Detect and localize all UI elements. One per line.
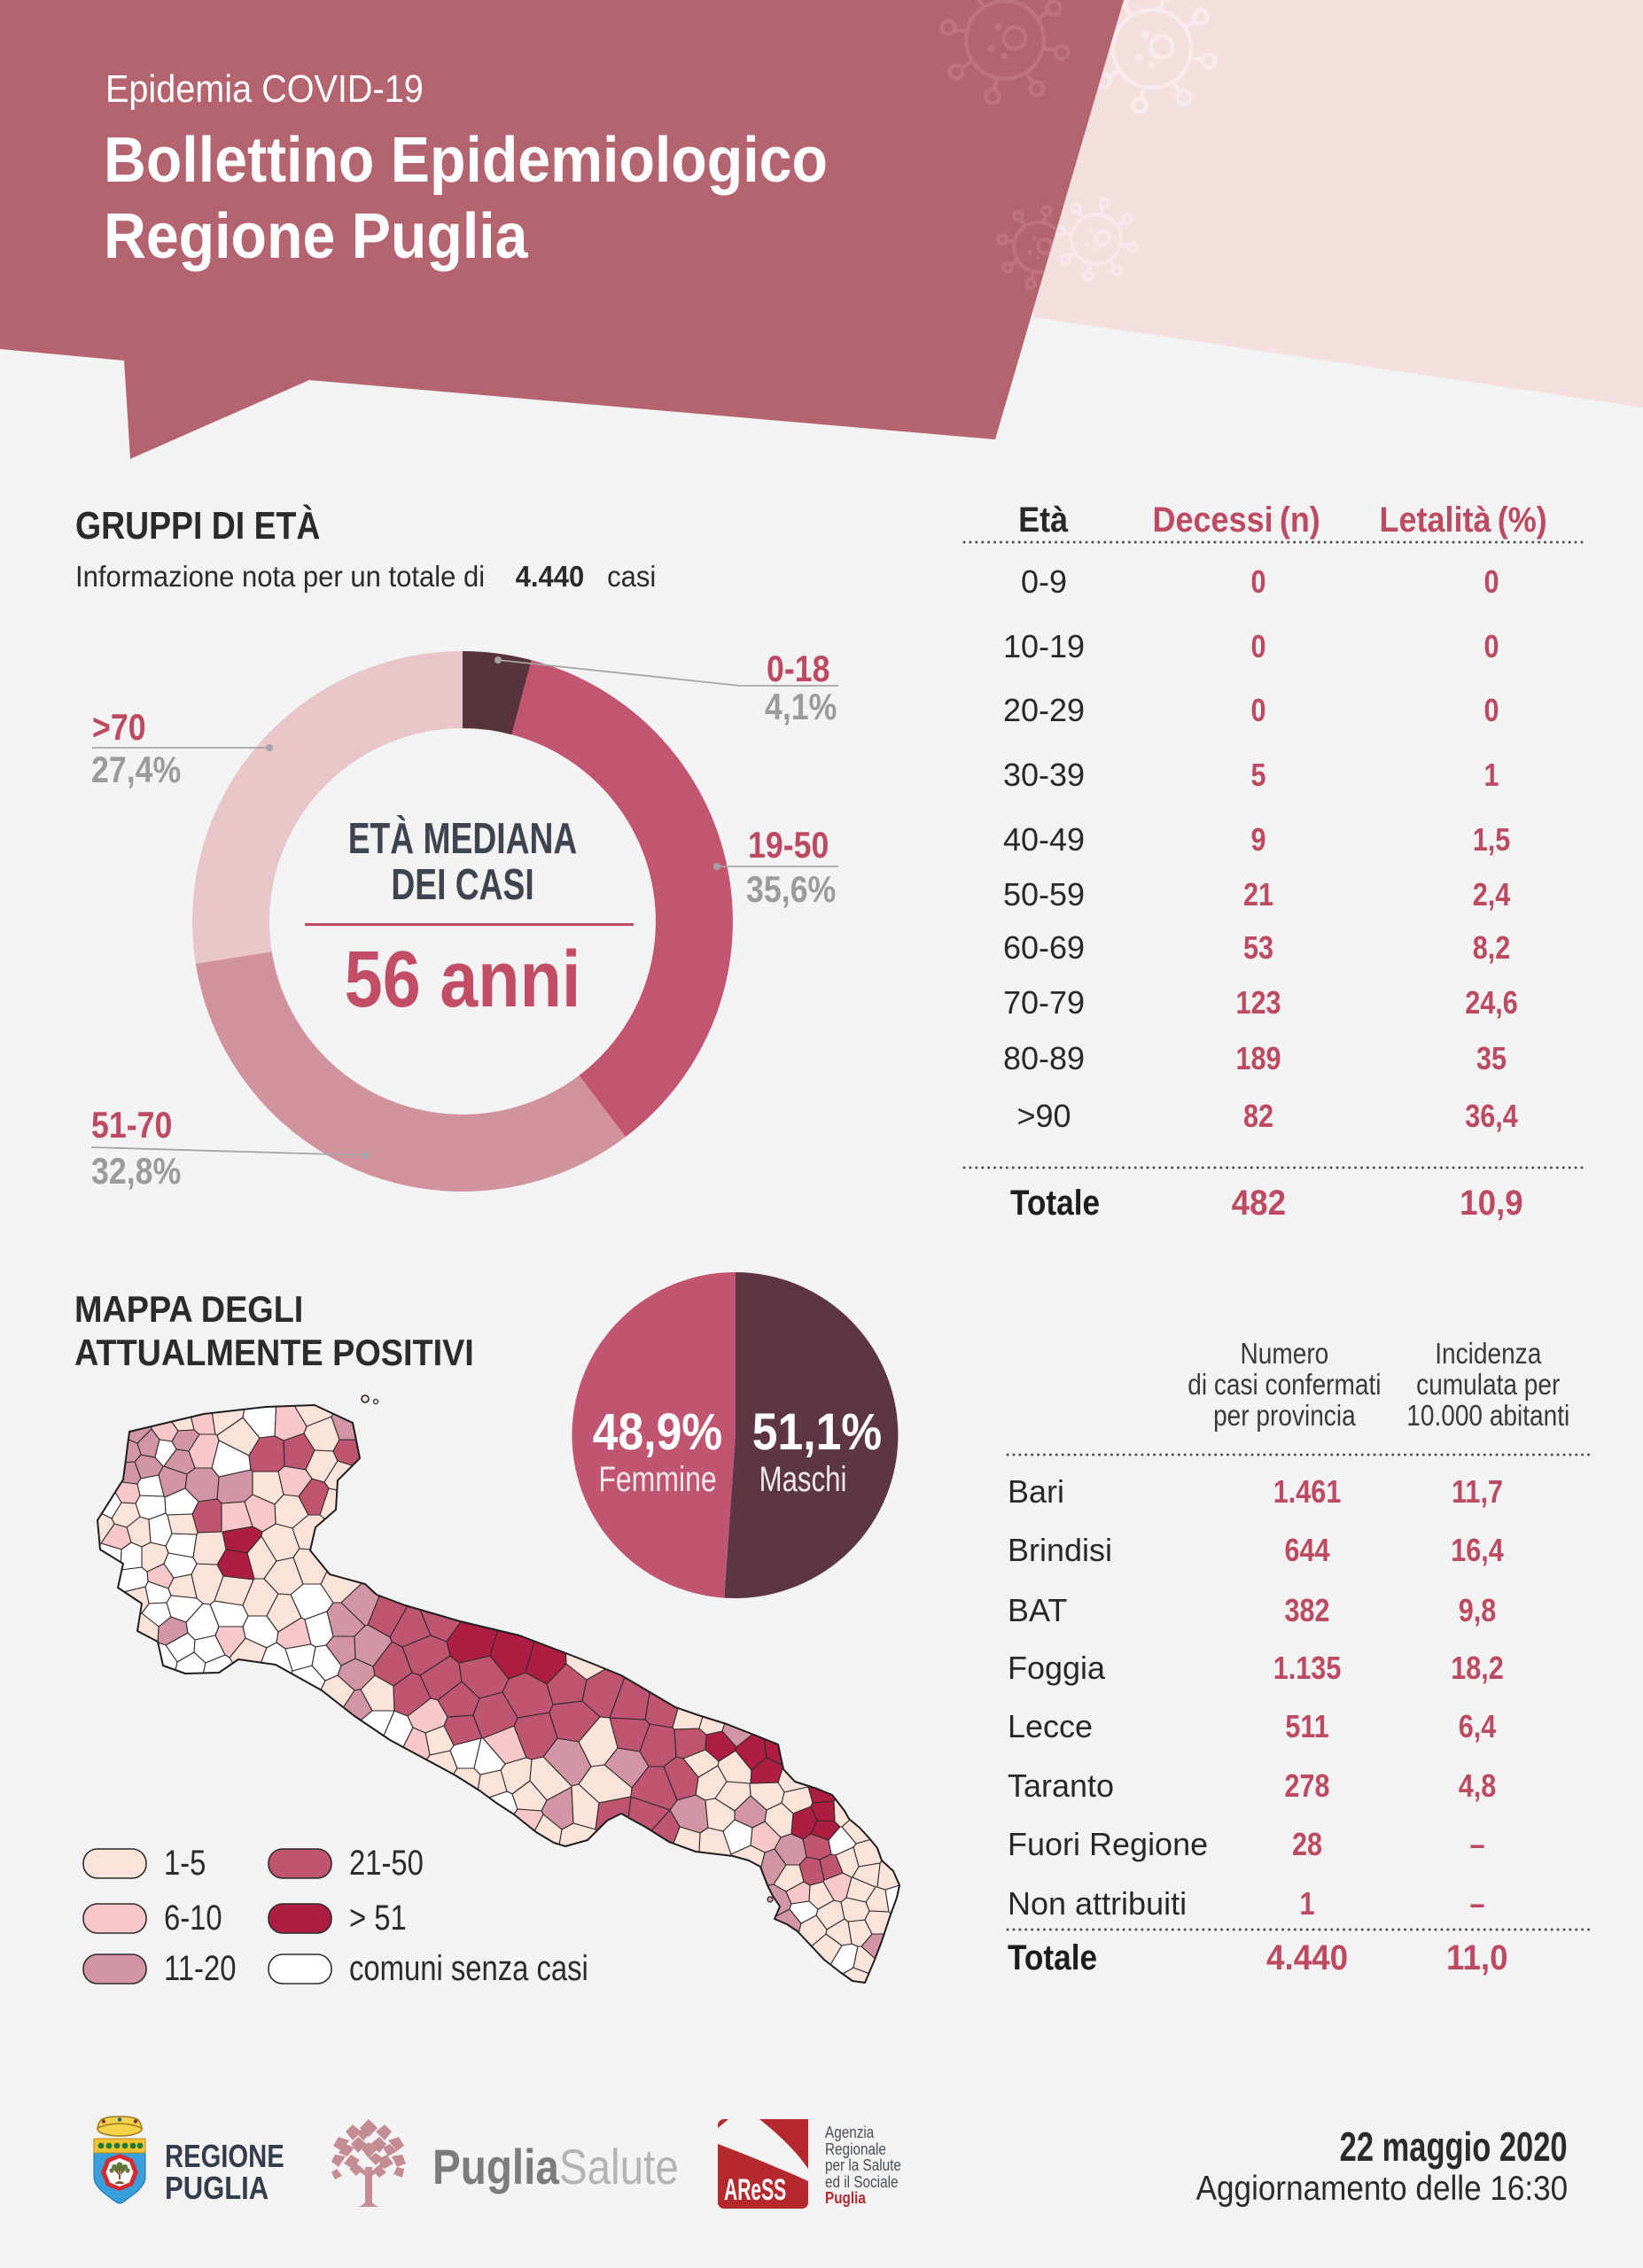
svg-text:AReSS: AReSS (724, 2172, 786, 2206)
